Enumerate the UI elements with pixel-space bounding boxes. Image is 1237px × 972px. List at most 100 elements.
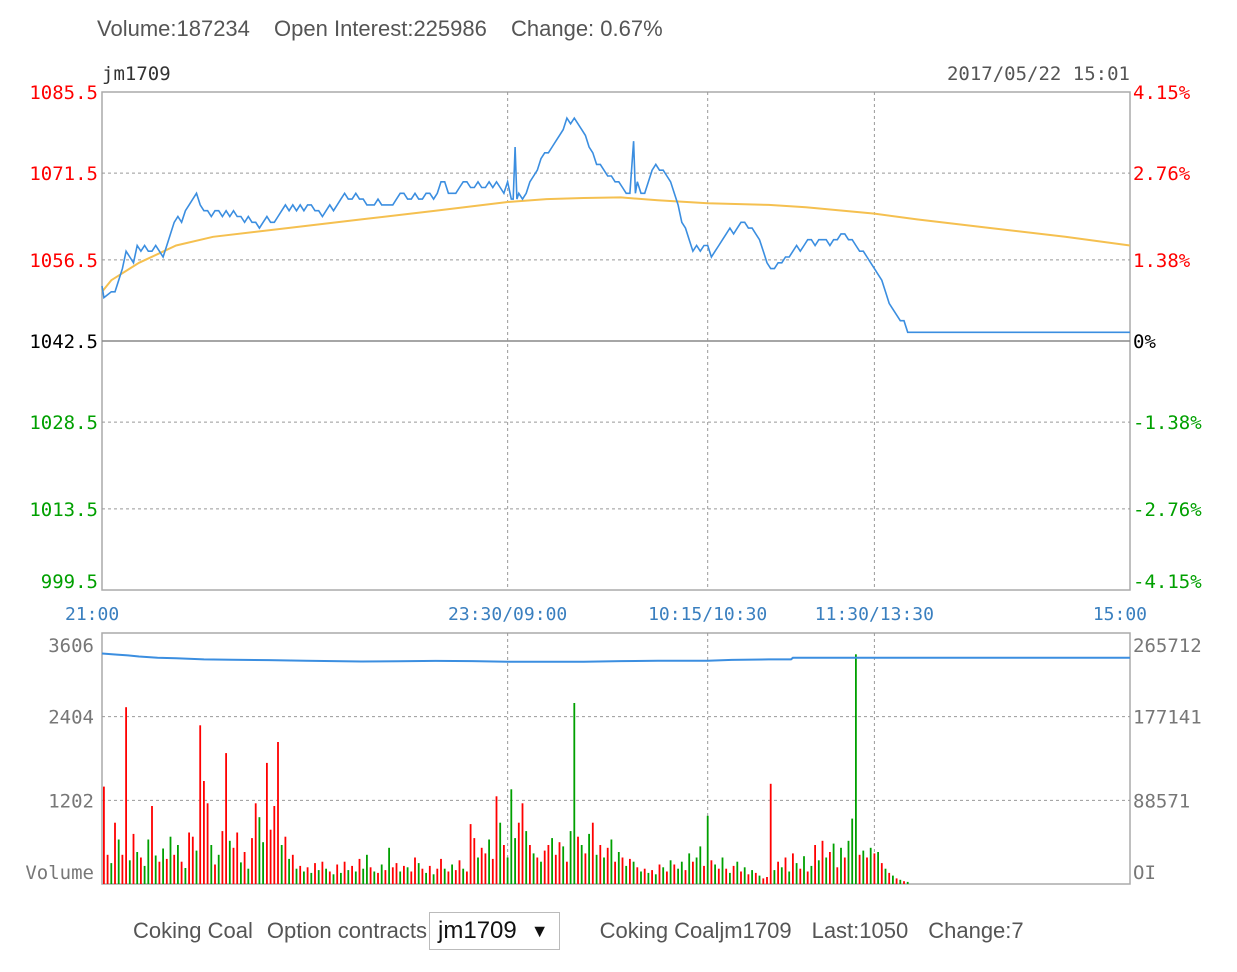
chevron-down-icon: ▼ — [530, 920, 549, 941]
volume-bar — [506, 857, 509, 884]
volume-bar — [866, 857, 868, 884]
volume-bar — [536, 857, 539, 884]
volume-bar — [606, 847, 609, 884]
volume-bar — [721, 857, 724, 884]
time-axis-label: 21:00 — [65, 604, 119, 625]
volume-bar — [580, 845, 583, 884]
contract-name: Coking Coaljm1709 — [599, 918, 792, 943]
volume-bar — [884, 868, 887, 884]
volume-bar — [191, 836, 194, 884]
volume-bar — [855, 654, 857, 884]
volume-bar — [514, 838, 516, 884]
volume-bar — [706, 815, 709, 884]
volume-bar — [332, 874, 335, 884]
price-axis-label: 1071.5 — [29, 163, 98, 185]
volume-bar — [254, 803, 257, 884]
volume-bar — [817, 860, 820, 884]
volume-axis-label: Volume — [25, 862, 94, 884]
contract-select[interactable]: jm1709 ▼ — [429, 912, 560, 950]
volume-bar — [480, 847, 483, 884]
volume-bar — [110, 863, 113, 884]
volume-bar — [436, 868, 439, 884]
product-label: Coking Coal — [133, 918, 253, 943]
volume-bar — [792, 853, 794, 884]
volume-bar — [177, 845, 179, 884]
volume-bar — [795, 863, 798, 884]
contract-select-value: jm1709 — [438, 917, 517, 944]
percent-axis-label: -2.76% — [1133, 499, 1202, 521]
volume-bar — [473, 838, 476, 884]
volume-bar — [603, 857, 605, 884]
volume-bar — [503, 845, 505, 884]
volume-bar — [277, 742, 279, 884]
volume-bar — [117, 839, 120, 884]
volume-bar — [684, 870, 687, 884]
volume-bar — [832, 843, 835, 884]
volume-bar — [499, 822, 502, 884]
volume-bar — [443, 868, 446, 884]
volume-bar — [595, 854, 598, 884]
volume-bar — [525, 831, 528, 884]
volume-bar — [228, 840, 231, 884]
volume-bar — [895, 878, 898, 884]
volume-bar — [510, 789, 513, 884]
volume-bar — [566, 861, 568, 884]
volume-bar — [288, 858, 290, 884]
volume-bar — [747, 874, 750, 884]
volume-bar — [425, 872, 427, 884]
open-interest-stat: Open Interest:225986 — [274, 16, 487, 41]
volume-bar — [321, 861, 324, 884]
volume-bar — [347, 870, 350, 884]
volume-bar — [317, 870, 320, 884]
volume-bar — [692, 861, 694, 884]
volume-bar — [217, 854, 220, 884]
volume-axis-label: 2404 — [48, 707, 94, 729]
volume-bar — [199, 725, 202, 884]
oi-axis-label: 265712 — [1133, 635, 1202, 657]
volume-bar — [754, 872, 757, 884]
volume-bar — [310, 872, 313, 884]
volume-bar — [377, 872, 379, 884]
volume-bar — [491, 858, 494, 884]
volume-bar — [106, 854, 109, 884]
volume-bar — [103, 786, 105, 884]
volume-bar — [643, 868, 646, 884]
volume-bar — [180, 861, 183, 884]
volume-bar — [906, 881, 909, 884]
volume-bar — [629, 858, 631, 884]
volume-bar — [269, 829, 272, 884]
volume-bar — [388, 847, 390, 884]
volume-bar — [777, 861, 779, 884]
volume-bar — [899, 879, 902, 884]
volume-bar — [210, 845, 213, 884]
volume-bar — [810, 865, 813, 884]
volume-bar — [358, 858, 361, 884]
percent-axis-label: 1.38% — [1133, 250, 1191, 272]
volume-bar — [529, 845, 531, 884]
volume-bar — [417, 863, 420, 884]
volume-bar — [380, 864, 383, 884]
oi-axis-label: 88571 — [1133, 790, 1190, 812]
volume-bar — [154, 855, 157, 884]
volume-bar — [710, 860, 713, 884]
price-axis-label: 1056.5 — [29, 250, 98, 272]
volume-bar — [632, 861, 635, 884]
volume-bar — [143, 865, 146, 884]
volume-bar — [740, 871, 742, 884]
volume-bar — [547, 845, 550, 884]
oi-axis-label: OI — [1133, 862, 1156, 884]
volume-bar — [806, 871, 809, 884]
percent-axis-label: -4.15% — [1133, 571, 1202, 593]
volume-bar — [877, 852, 879, 884]
volume-bar — [451, 864, 453, 884]
volume-bar — [488, 839, 490, 884]
volume-bar — [384, 870, 387, 884]
volume-bar — [203, 781, 205, 884]
volume-bar — [799, 868, 802, 884]
volume-bar — [466, 871, 468, 884]
volume-bar — [714, 864, 716, 884]
percent-axis-label: 2.76% — [1133, 163, 1191, 185]
volume-bar — [584, 853, 587, 884]
volume-bar — [888, 872, 891, 884]
volume-bar — [695, 857, 698, 884]
